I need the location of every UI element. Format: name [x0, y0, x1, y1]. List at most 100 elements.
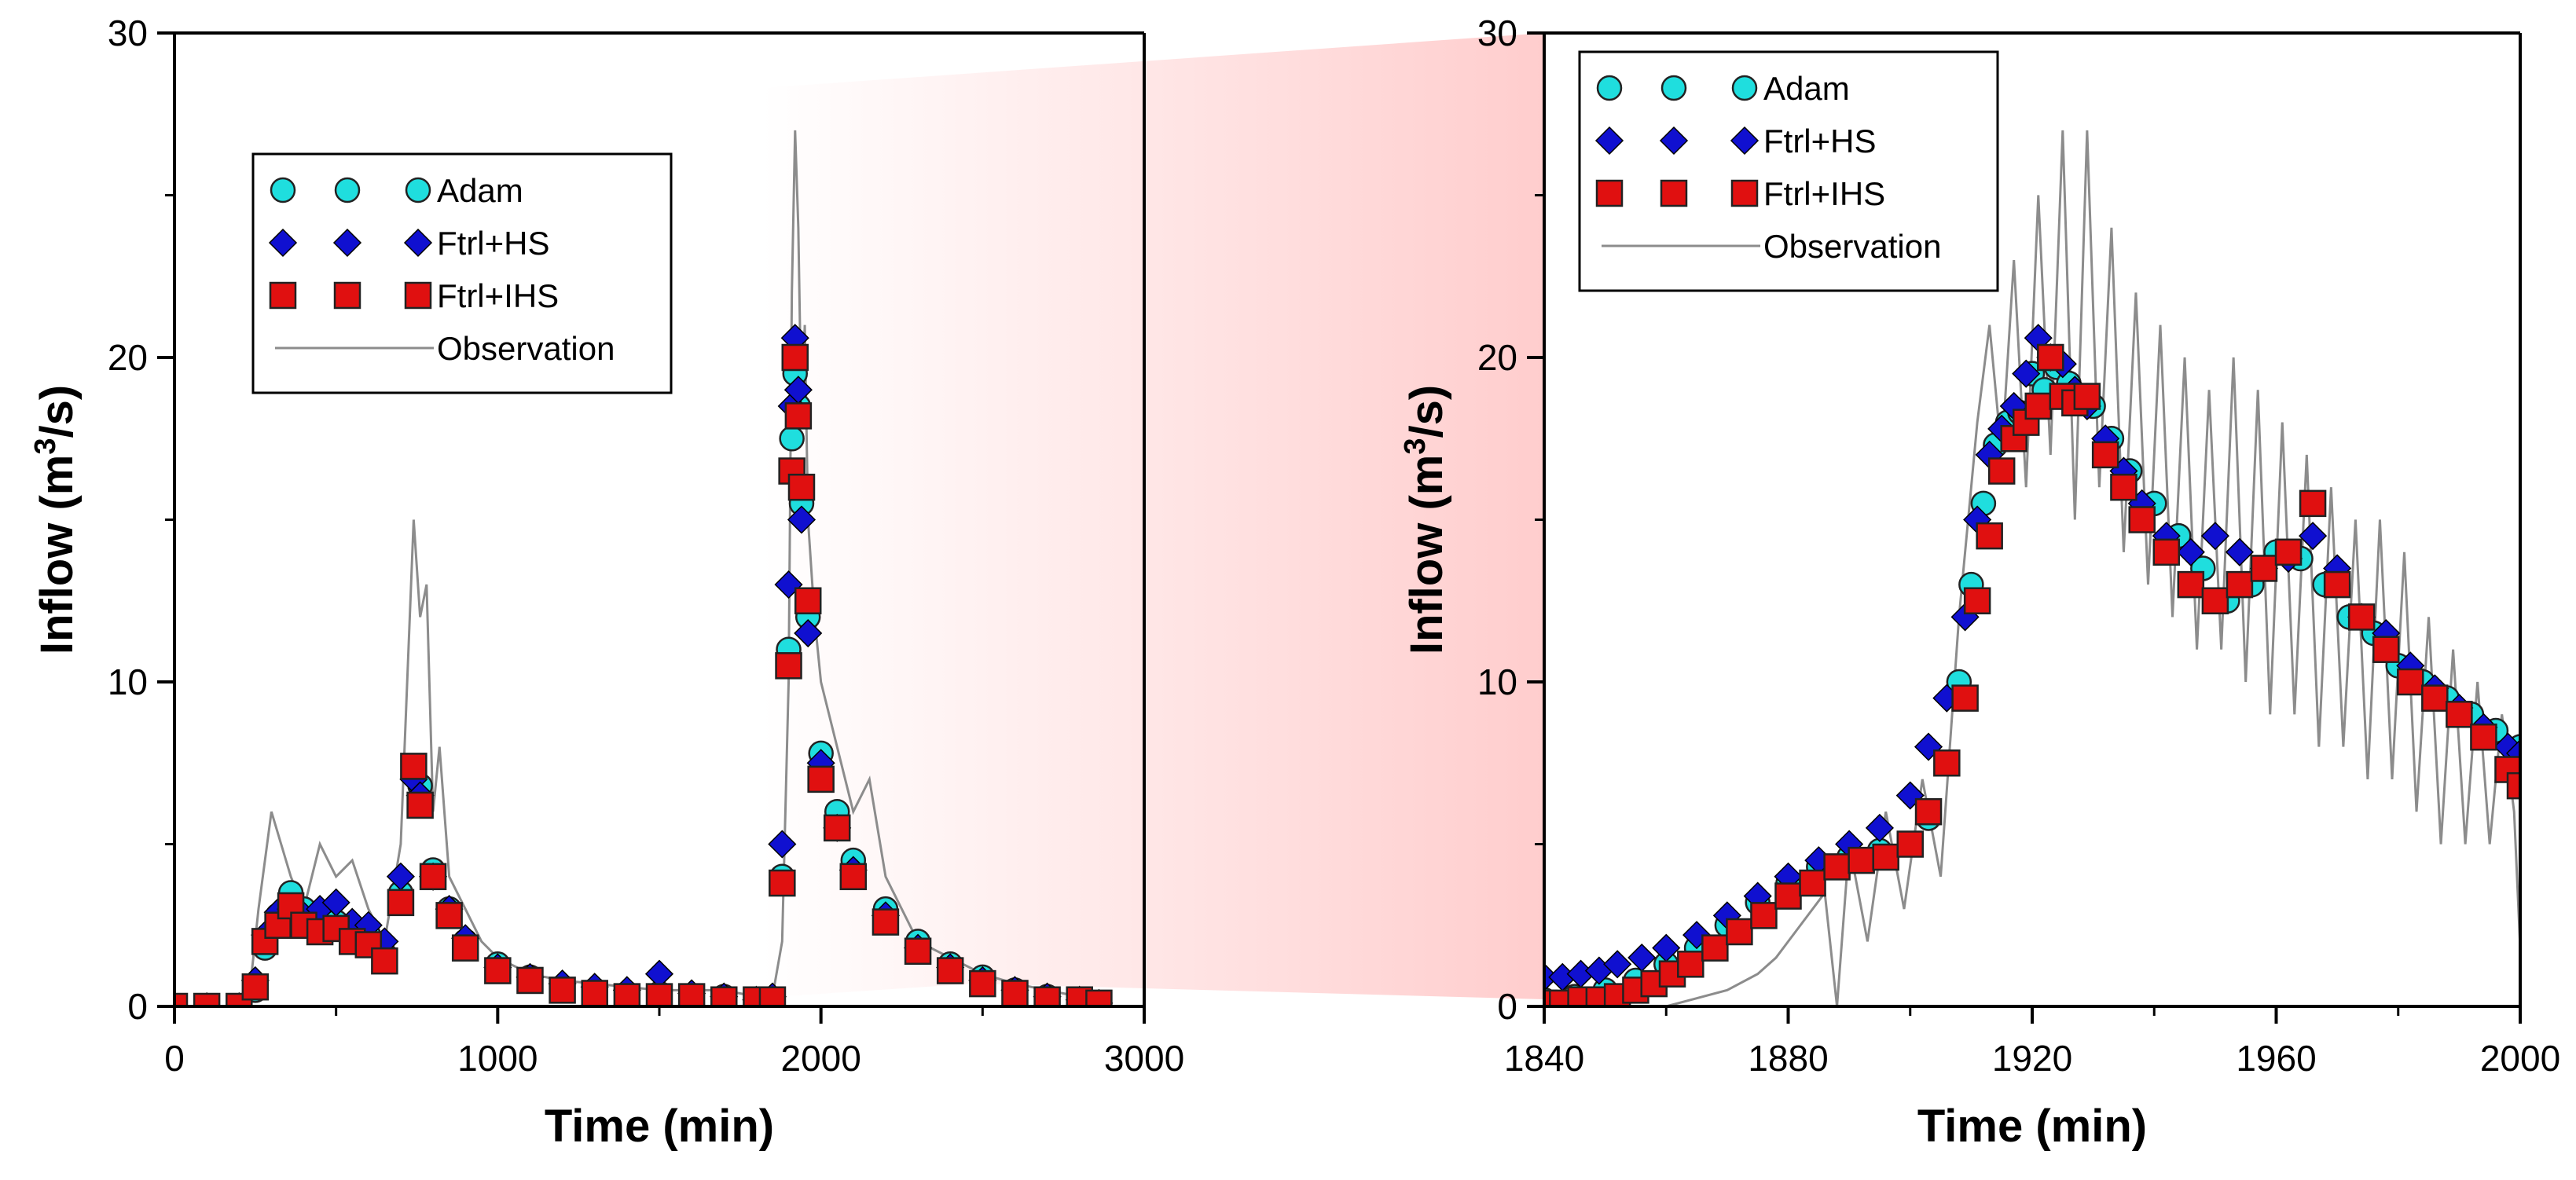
ftrl-ihs-point [1896, 830, 1924, 858]
legend-box [1578, 50, 1999, 292]
ftrl-ihs-point [1085, 989, 1113, 1006]
left-panel: 0 1000 2000 3000 0 10 20 30 Time (min) Inflow (m3… [29, 13, 1184, 1152]
ftrl-ihs-point [758, 986, 787, 1006]
zoom-connector [762, 33, 1544, 999]
y-tick-label: 20 [1477, 337, 1517, 378]
ftrl-ihs-point [839, 863, 868, 891]
ftrl-ihs-point [2274, 538, 2303, 566]
legend-adam-label: Adam [437, 172, 523, 209]
legend-ftrl-ihs-marker [1595, 179, 1624, 207]
ftrl-ihs-point [371, 947, 398, 975]
ftrl-ihs-point [2110, 473, 2137, 501]
plot-area [174, 130, 1114, 1006]
ftrl-ihs-point [1823, 853, 1851, 881]
ftrl-ihs-point [872, 908, 900, 936]
x-tick-label: 0 [164, 1038, 185, 1079]
ftrl-ihs-point [2250, 555, 2278, 582]
legend-ftrl-ihs-marker [1730, 179, 1759, 207]
ftrl-ihs-point [613, 983, 641, 1006]
ftrl-hs-point [2012, 359, 2041, 388]
legend-ftrl-hs-marker [1594, 126, 1624, 156]
ftrl-ihs-point [2152, 538, 2181, 566]
ftrl-ihs-point [2201, 587, 2229, 614]
x-tick-label: 1840 [1504, 1038, 1584, 1079]
legend: Adam Ftrl+HS Ftrl+IHS Observation [1578, 50, 1999, 292]
adam-point [779, 426, 805, 452]
ftrl-hs-point [1895, 781, 1925, 810]
x-tick-label: 2000 [2480, 1038, 2560, 1079]
legend-ftrl-hs-label: Ftrl+HS [1763, 123, 1877, 159]
ftrl-ihs-point [174, 992, 189, 1006]
legend-ftrl-hs-marker [1659, 126, 1689, 156]
ftrl-ihs-point [1001, 980, 1029, 1006]
legend-ftrl-hs-marker [268, 228, 298, 258]
ftrl-ihs-point [1963, 587, 1991, 614]
ftrl-ihs-point [2446, 701, 2473, 728]
ftrl-hs-point [1603, 950, 1632, 979]
ftrl-hs-point [794, 618, 823, 648]
ftrl-ihs-point [2177, 570, 2205, 599]
ftrl-hs-point [2225, 537, 2254, 566]
legend-ftrl-hs-marker [332, 228, 362, 258]
legend-ftrl-ihs-marker [333, 281, 361, 310]
ftrl-ihs-point [549, 977, 576, 1004]
legend-ftrl-hs-label: Ftrl+HS [437, 225, 550, 262]
ftrl-ihs-point [484, 957, 512, 984]
ftrl-ihs-point [787, 473, 816, 501]
ftrl-ihs-point [1933, 749, 1961, 777]
ftrl-ihs-point [2091, 441, 2119, 469]
right-panel: 1840 1880 1920 1960 2000 0 10 20 30 Time (min) Inf… [1399, 13, 2560, 1152]
legend-adam-marker [1660, 75, 1687, 101]
legend-ftrl-ihs-marker [1660, 179, 1688, 207]
ftrl-ihs-point [419, 863, 447, 891]
y-tick-label: 0 [1497, 986, 1517, 1027]
y-tick-label: 10 [1477, 661, 1517, 702]
ftrl-ihs-point [904, 937, 932, 966]
ftrl-ihs-point [781, 343, 809, 372]
legend-ftrl-ihs-marker [269, 281, 297, 310]
y-axis-label: Inflow (m3/s) [29, 385, 83, 654]
legend-box [251, 152, 673, 394]
legend-observation-label: Observation [437, 330, 615, 367]
ftrl-hs-point [2176, 537, 2205, 566]
y-tick-label: 20 [108, 337, 148, 378]
ftrl-ihs-point [2470, 723, 2497, 751]
ftrl-ihs-point [2299, 489, 2327, 518]
ftrl-ihs-point [2073, 383, 2101, 410]
ftrl-hs-point [768, 830, 797, 859]
ftrl-ihs-point [1750, 902, 1778, 929]
legend-adam-label: Adam [1763, 70, 1850, 107]
ftrl-ihs-point [823, 814, 851, 842]
ftrl-ihs-point [645, 983, 673, 1006]
ftrl-ihs-point [710, 986, 738, 1006]
ftrl-ihs-point [1951, 684, 1979, 712]
x-tick-label: 1000 [457, 1038, 538, 1079]
ftrl-ihs-point [1914, 797, 1943, 826]
ftrl-ihs-point [2347, 603, 2376, 631]
ftrl-ihs-point [1872, 843, 1899, 871]
y-tick-label: 30 [108, 13, 148, 53]
legend-ftrl-ihs-label: Ftrl+IHS [437, 277, 559, 314]
x-axis-label: Time (min) [545, 1101, 774, 1152]
ftrl-ihs-point [2037, 343, 2064, 372]
x-tick-label: 3000 [1104, 1038, 1184, 1079]
ftrl-ihs-point [1701, 934, 1729, 962]
ftrl-ihs-point [2421, 684, 2449, 712]
ftrl-ihs-point [769, 869, 796, 897]
x-tick-label: 1960 [2236, 1038, 2316, 1079]
ftrl-hs-point [787, 505, 816, 534]
ftrl-hs-point [1865, 813, 1894, 842]
ftrl-ihs-point [1976, 522, 2003, 550]
legend-ftrl-hs-marker [1730, 126, 1760, 156]
ftrl-ihs-point [2226, 570, 2254, 599]
y-tick-label: 30 [1477, 13, 1517, 53]
ftrl-ihs-point [241, 973, 270, 1001]
ftrl-ihs-point [2323, 570, 2351, 599]
legend-adam-marker [334, 177, 361, 203]
ftrl-ihs-point [387, 889, 415, 917]
ftrl-ihs-point [677, 983, 706, 1006]
legend-ftrl-hs-marker [403, 228, 433, 258]
ftrl-ihs-point [2024, 392, 2053, 420]
ftrl-hs-point [2200, 522, 2229, 551]
